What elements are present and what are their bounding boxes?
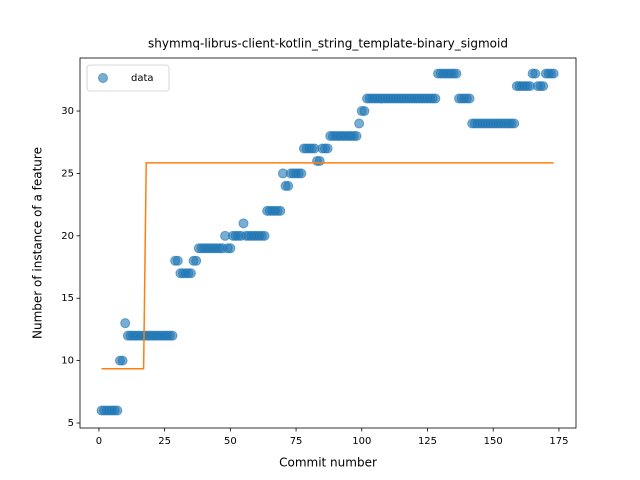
x-tick-label: 100 <box>352 436 371 447</box>
data-point <box>451 68 462 79</box>
chart-title: shymmq-librus-client-kotlin_string_templ… <box>148 37 508 51</box>
data-point <box>167 330 178 341</box>
x-tick-label: 0 <box>96 436 102 447</box>
x-tick-label: 175 <box>549 436 568 447</box>
data-point <box>259 230 270 241</box>
legend-label: data <box>131 73 154 84</box>
data-point <box>548 68 559 79</box>
data-point <box>275 205 286 216</box>
x-tick-label: 150 <box>484 436 503 447</box>
y-tick-label: 15 <box>61 293 74 304</box>
data-point <box>191 255 202 266</box>
x-tick-label: 75 <box>290 436 303 447</box>
x-axis-label: Commit number <box>279 456 377 470</box>
y-axis-label: Number of instance of a feature <box>31 147 45 339</box>
data-point <box>112 405 123 416</box>
data-point <box>120 318 131 329</box>
data-point <box>238 218 249 229</box>
y-tick-label: 5 <box>68 418 74 429</box>
data-point <box>322 143 333 154</box>
data-point <box>117 355 128 366</box>
legend-box <box>86 64 170 92</box>
plot-frame <box>79 57 577 429</box>
y-tick-label: 20 <box>61 231 74 242</box>
y-tick-label: 10 <box>61 356 74 367</box>
data-point <box>172 255 183 266</box>
data-point <box>509 118 520 129</box>
data-point <box>351 130 362 141</box>
fit-line <box>101 162 554 370</box>
x-tick-label: 125 <box>418 436 437 447</box>
data-point <box>296 168 307 179</box>
y-tick-label: 30 <box>61 106 74 117</box>
data-point <box>359 106 370 117</box>
data-point <box>283 180 294 191</box>
data-point <box>464 93 475 104</box>
data-point <box>185 268 196 279</box>
data-point <box>538 81 549 92</box>
x-tick-label: 50 <box>224 436 237 447</box>
data-point <box>430 93 441 104</box>
data-point <box>354 118 365 129</box>
data-point <box>530 68 541 79</box>
y-tick-label: 25 <box>61 168 74 179</box>
data-point <box>314 155 325 166</box>
legend-marker <box>98 73 108 83</box>
x-tick-label: 25 <box>158 436 171 447</box>
data-point <box>225 243 236 254</box>
